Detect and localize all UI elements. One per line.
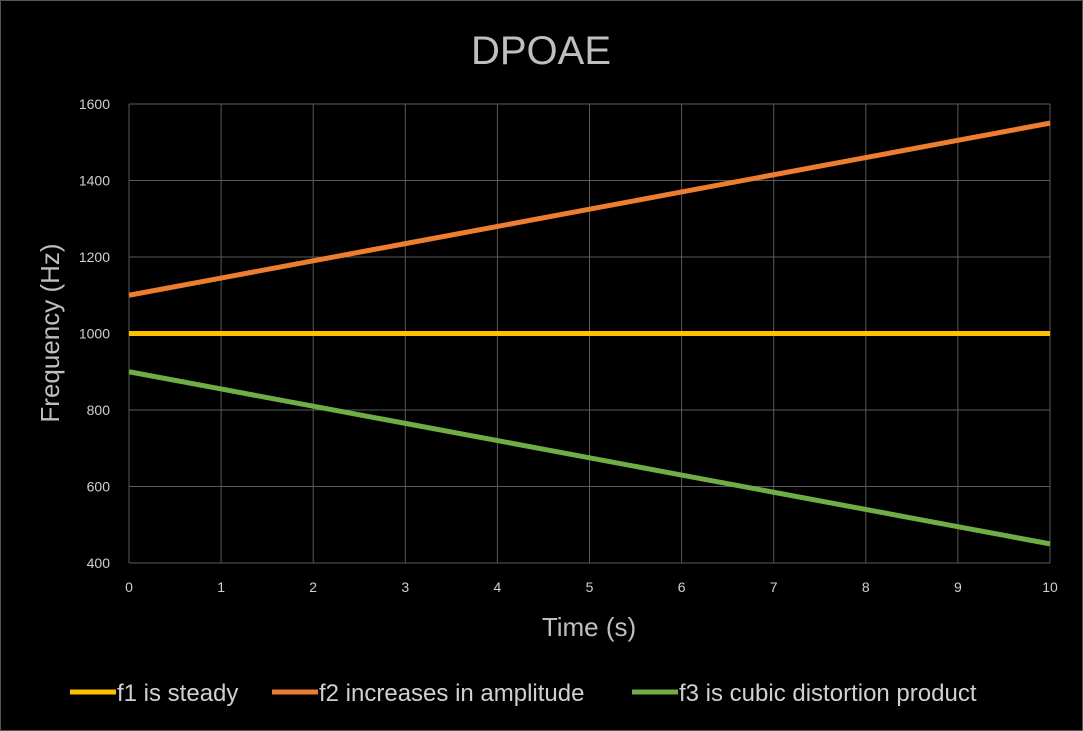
x-tick-label: 3 <box>401 579 409 595</box>
legend: f1 is steady f2 increases in amplitude f3 … <box>70 680 977 707</box>
x-tick-labels: 0 1 2 3 4 5 6 7 8 9 10 <box>125 579 1058 595</box>
legend-label: f2 increases in amplitude <box>319 680 584 707</box>
x-tick-label: 4 <box>494 579 502 595</box>
y-tick-label: 1600 <box>79 96 110 112</box>
x-tick-label: 7 <box>770 579 778 595</box>
y-tick-labels: 400 600 800 1000 1200 1400 1600 <box>79 96 110 571</box>
x-axis-title: Time (s) <box>542 612 636 642</box>
y-axis-title: Frequency (Hz) <box>35 243 65 422</box>
series-line <box>128 120 1051 298</box>
legend-label: f1 is steady <box>117 680 238 707</box>
x-tick-label: 9 <box>954 579 962 595</box>
x-tick-label: 6 <box>678 579 686 595</box>
series-line <box>128 369 1051 547</box>
y-tick-label: 800 <box>87 402 111 418</box>
x-tick-label: 0 <box>125 579 133 595</box>
x-tick-label: 2 <box>309 579 317 595</box>
y-tick-label: 600 <box>87 479 111 495</box>
legend-label: f3 is cubic distortion product <box>679 680 977 707</box>
series-lines <box>128 120 1051 547</box>
y-tick-label: 1200 <box>79 249 110 265</box>
x-tick-label: 1 <box>217 579 225 595</box>
x-tick-label: 5 <box>586 579 594 595</box>
x-tick-label: 10 <box>1042 579 1058 595</box>
chart-title: DPOAE <box>471 29 611 73</box>
y-tick-label: 400 <box>87 555 111 571</box>
x-tick-label: 8 <box>862 579 870 595</box>
y-tick-label: 1000 <box>79 326 110 342</box>
y-tick-label: 1400 <box>79 173 110 189</box>
